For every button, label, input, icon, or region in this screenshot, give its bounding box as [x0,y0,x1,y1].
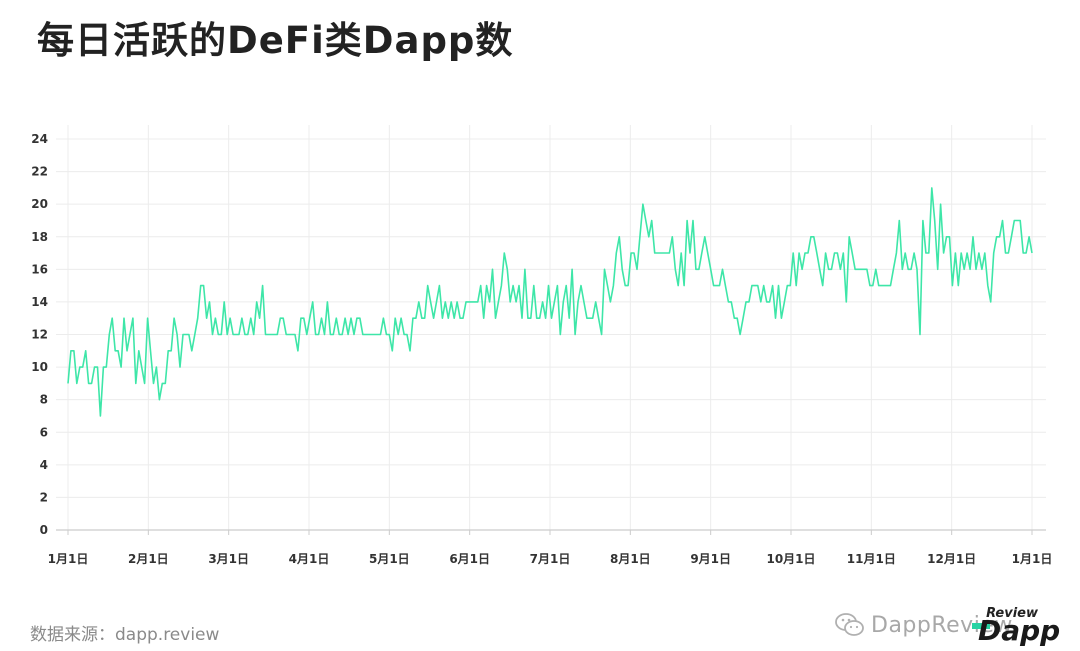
x-tick-label: 3月1日 [208,552,249,566]
x-tick-label: 7月1日 [530,552,571,566]
grid-lines [56,125,1046,530]
y-tick-label: 8 [40,393,48,407]
y-tick-label: 22 [31,165,48,179]
chart-title: 每日活跃的DeFi类Dapp数 [37,19,514,62]
dappreview-logo: Review Dapp [970,604,1060,650]
wechat-icon [835,613,864,636]
x-tick-label: 2月1日 [128,552,169,566]
x-tick-label: 1月1日 [1012,552,1053,566]
y-tick-label: 2 [40,490,48,504]
x-tick-label: 6月1日 [449,552,490,566]
x-tick-label: 1月1日 [48,552,89,566]
y-tick-label: 10 [31,360,48,374]
y-tick-label: 0 [40,523,48,537]
logo-review-text: Review [986,606,1038,621]
x-tick-label: 10月1日 [766,552,815,566]
y-tick-label: 20 [31,197,48,211]
y-tick-label: 18 [31,230,48,244]
logo-mark [972,623,990,629]
y-tick-label: 16 [31,262,48,276]
series-layer [67,187,1033,417]
x-tick-label: 11月1日 [847,552,896,566]
x-tick-label: 5月1日 [369,552,410,566]
x-tick-label: 4月1日 [289,552,330,566]
data-source-note: 数据来源：dapp.review [30,625,220,645]
x-tick-label: 12月1日 [927,552,976,566]
logo-word-text: Dapp [978,614,1061,647]
x-tick-label: 8月1日 [610,552,651,566]
y-tick-label: 14 [31,295,48,309]
y-tick-label: 12 [31,328,48,342]
series-line-0 [67,187,1033,417]
y-tick-label: 4 [40,458,48,472]
y-tick-label: 6 [40,425,48,439]
y-tick-label: 24 [31,132,48,146]
x-tick-label: 9月1日 [690,552,731,566]
